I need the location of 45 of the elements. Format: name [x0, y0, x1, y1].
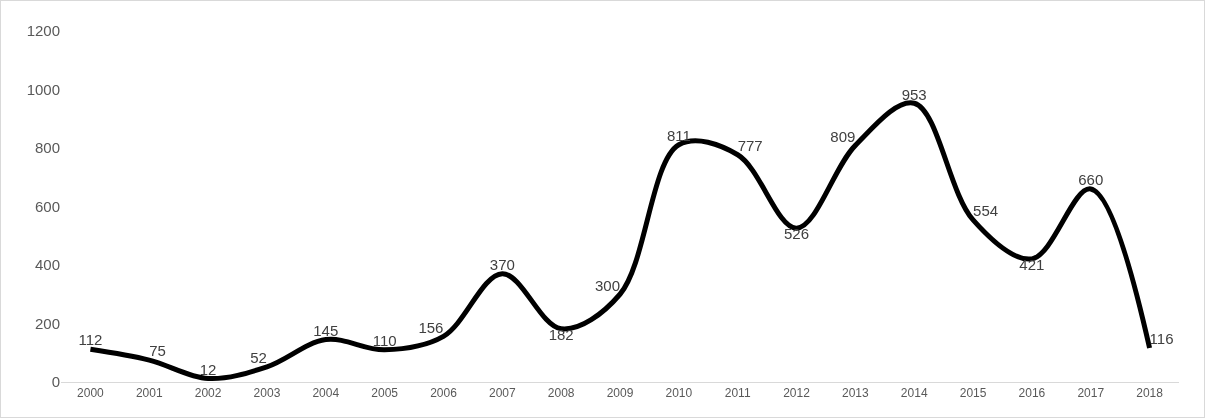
x-tick-label: 2009: [606, 386, 634, 401]
data-label: 660: [1078, 171, 1104, 189]
data-label: 370: [489, 256, 515, 274]
x-tick-label: 2006: [430, 386, 458, 401]
x-tick-label: 2018: [1136, 386, 1164, 401]
x-tick-label: 2001: [135, 386, 163, 401]
x-tick-label: 2008: [547, 386, 575, 401]
x-tick-label: 2000: [77, 386, 105, 401]
x-tick-label: 2016: [1018, 386, 1046, 401]
data-label: 75: [149, 342, 166, 360]
data-label: 182: [548, 326, 574, 344]
y-tick-label: 1200: [26, 22, 60, 40]
x-tick-label: 2013: [842, 386, 870, 401]
data-label: 777: [737, 136, 763, 154]
x-tick-label: 2011: [724, 386, 751, 401]
x-tick-label: 2004: [312, 386, 340, 401]
x-tick-label: 2003: [253, 386, 281, 401]
y-tick-label: 1000: [26, 80, 60, 98]
data-label: 421: [1019, 256, 1045, 274]
data-label: 52: [250, 349, 267, 367]
x-tick-label: 2017: [1077, 386, 1105, 401]
data-label: 156: [418, 318, 444, 336]
data-label: 112: [78, 331, 103, 349]
y-tick-label: 200: [34, 314, 60, 332]
y-tick-label: 0: [51, 373, 60, 391]
x-tick-label: 2005: [371, 386, 399, 401]
data-label: 116: [1149, 330, 1174, 348]
x-tick-label: 2010: [665, 386, 693, 401]
data-label: 809: [830, 127, 856, 145]
y-tick-label: 800: [34, 139, 60, 157]
data-label: 12: [199, 360, 217, 378]
data-label: 300: [594, 276, 620, 294]
data-label: 554: [973, 202, 999, 220]
data-label: 145: [313, 321, 339, 339]
data-label: 110: [372, 332, 397, 350]
x-tick-label: 2002: [194, 386, 222, 401]
data-label: 811: [666, 127, 691, 145]
x-tick-label: 2012: [783, 386, 811, 401]
x-tick-label: 2014: [900, 386, 928, 401]
y-tick-label: 600: [34, 197, 60, 215]
x-tick-label: 2007: [488, 386, 516, 401]
data-label: 526: [784, 225, 810, 243]
data-label: 953: [901, 85, 927, 103]
x-tick-label: 2015: [959, 386, 987, 401]
y-tick-label: 400: [34, 256, 60, 274]
